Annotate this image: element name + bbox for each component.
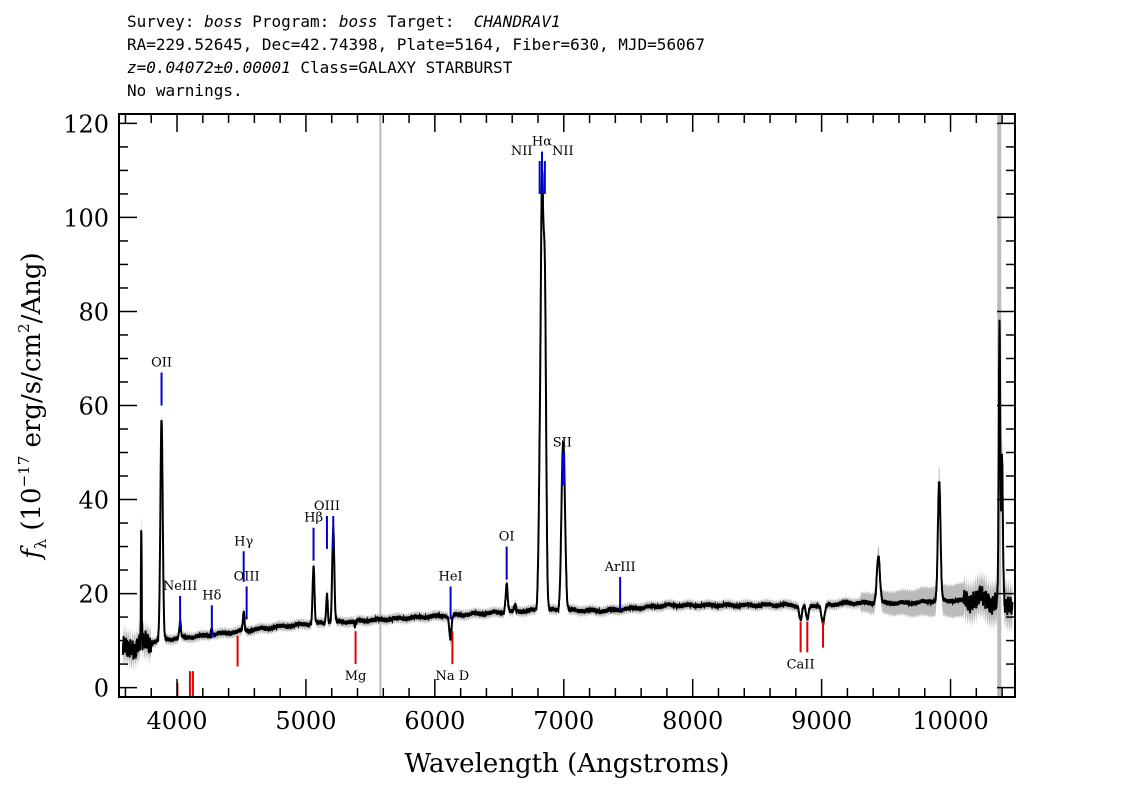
x-tick-label: 8000 bbox=[662, 707, 723, 735]
emission-line-label: NII bbox=[511, 144, 533, 159]
emission-line-label: Hδ bbox=[202, 588, 221, 603]
emission-line-label: Hγ bbox=[234, 534, 253, 549]
emission-line-label: OIII bbox=[234, 570, 260, 585]
program-value: boss bbox=[338, 12, 378, 31]
target-value: CHANDRAV1 bbox=[473, 12, 561, 31]
survey-value: boss bbox=[204, 12, 243, 31]
x-tick-label: 6000 bbox=[404, 707, 465, 735]
program-label: Program: bbox=[242, 12, 339, 31]
x-tick-label: 5000 bbox=[275, 707, 336, 735]
emission-line-label: OIII bbox=[314, 499, 340, 514]
y-tick-label: 100 bbox=[63, 204, 109, 232]
y-axis-label: fλ (10−17 erg/s/cm2/Ang) bbox=[15, 252, 50, 560]
class-value: Class=GALAXY STARBURST bbox=[290, 58, 513, 77]
x-tick-label: 10000 bbox=[912, 707, 988, 735]
emission-line-label: ArIII bbox=[604, 560, 636, 575]
emission-line-label: OII bbox=[151, 356, 172, 371]
absorption-line-label: Mg bbox=[345, 669, 367, 684]
emission-line-label: OI bbox=[499, 530, 515, 545]
spectrum bbox=[121, 170, 1014, 660]
header-line-3: z=0.04072±0.00001 Class=GALAXY STARBURST bbox=[127, 56, 705, 79]
redshift-value: z=0.04072±0.00001 bbox=[127, 58, 291, 77]
y-tick-label: 40 bbox=[78, 487, 109, 515]
y-tick-label: 120 bbox=[63, 110, 109, 138]
emission-line-markers: OIINeIIIHδHγOIIIHβOIIIHeIOINIIHαNIISIIAr… bbox=[151, 135, 636, 639]
axis-ticks bbox=[119, 114, 1015, 697]
emission-line-label: NII bbox=[552, 144, 574, 159]
header-line-4: No warnings. bbox=[127, 81, 243, 100]
absorption-line-markers: Mg Na D CaII bbox=[176, 621, 825, 697]
x-tick-label: 4000 bbox=[146, 707, 207, 735]
emission-line-label: Hβ bbox=[304, 511, 323, 526]
emission-line-label: NeIII bbox=[163, 579, 197, 594]
x-tick-labels: 4000 5000 6000 7000 8000 9000 10000 bbox=[146, 707, 988, 735]
y-tick-label: 20 bbox=[78, 581, 109, 609]
target-label: Target: bbox=[377, 12, 474, 31]
plot-frame bbox=[118, 113, 1016, 698]
x-tick-label: 7000 bbox=[533, 707, 594, 735]
emission-line-label: Hα bbox=[532, 135, 552, 150]
spectrum-line bbox=[121, 170, 1014, 660]
y-tick-label: 0 bbox=[94, 675, 109, 703]
absorption-line-label: Na D bbox=[436, 669, 470, 684]
x-tick-label: 9000 bbox=[791, 707, 852, 735]
header-line-2: RA=229.52645, Dec=42.74398, Plate=5164, … bbox=[127, 35, 705, 54]
emission-line-label: HeI bbox=[438, 570, 462, 585]
y-tick-labels: 0 20 40 60 80 100 120 bbox=[63, 110, 109, 702]
y-tick-label: 60 bbox=[78, 393, 109, 421]
survey-label: Survey: bbox=[127, 12, 205, 31]
y-tick-label: 80 bbox=[78, 298, 109, 326]
emission-line-label: SII bbox=[553, 436, 572, 451]
header-line-1: Survey: boss Program: boss Target: CHAND… bbox=[127, 10, 705, 33]
absorption-line-label: CaII bbox=[787, 657, 815, 672]
spectrum-header: Survey: boss Program: boss Target: CHAND… bbox=[127, 10, 705, 102]
x-axis-label: Wavelength (Angstroms) bbox=[405, 749, 730, 779]
